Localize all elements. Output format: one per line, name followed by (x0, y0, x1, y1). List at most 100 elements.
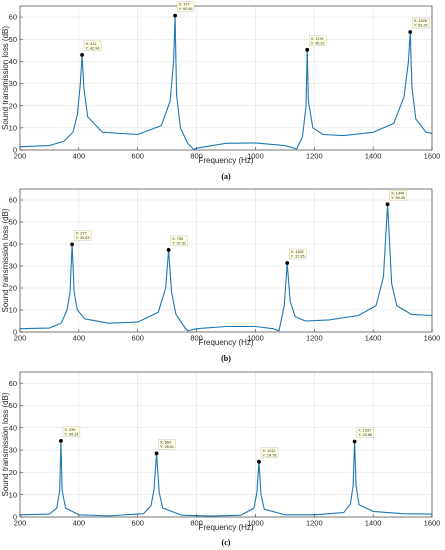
y-tick-label: 20 (9, 284, 17, 293)
y-tick-label: 50 (9, 401, 17, 410)
x-tick-label: 600 (131, 519, 144, 528)
axes-box (19, 188, 433, 333)
x-tick-label: 1400 (365, 519, 382, 528)
series-line-c (19, 440, 433, 517)
data-tip-x-text: X: 411 (86, 42, 97, 46)
chart-c: 200 400 600 800 1000 1200 1400 1600 0 10 20 30 40 50 6… (1, 371, 441, 547)
x-tick-label: 400 (73, 334, 86, 343)
data-tip-marker[interactable] (59, 438, 63, 443)
data-tip-box (73, 230, 92, 241)
x-tick-label: 1400 (365, 334, 382, 343)
x-tick-label: 200 (14, 519, 27, 528)
data-tip-x-text: X: 1108 (291, 250, 304, 254)
data-tip-box (170, 235, 188, 247)
axes-box (19, 371, 433, 518)
data-tip-box (389, 190, 407, 201)
chart-panel-b: 200 400 600 800 1000 1200 1400 1600 0 10 20 30 40 50 6… (0, 183, 445, 366)
data-tip-marker[interactable] (408, 30, 413, 34)
y-axis-label: Sound transmission loss (dB) (1, 26, 10, 130)
data-tip-box (412, 17, 430, 29)
y-tick-label: 40 (9, 240, 17, 249)
chart-panel-a: 200 400 600 800 1000 1200 1400 1600 0 10 20 30 40 50 6… (0, 0, 445, 183)
data-tip-y-text: Y: 60.66 (179, 7, 193, 11)
data-tip-marker[interactable] (285, 261, 290, 265)
series-line-b (19, 203, 433, 332)
data-tip-marker[interactable] (305, 47, 310, 52)
data-tip-box (176, 1, 195, 12)
x-tick-label: 200 (14, 152, 27, 161)
data-tip-box (260, 447, 279, 458)
y-tick-label: 40 (9, 57, 17, 66)
y-tick-label: 20 (9, 101, 17, 110)
x-axis-label: Frequency (Hz) (198, 338, 253, 347)
grid-lines (19, 6, 433, 151)
data-tip-x-text: X: 377 (76, 231, 87, 235)
x-tick-label: 1600 (424, 152, 441, 161)
data-tip-x-text: X: 705 (172, 237, 183, 241)
data-tip-marker[interactable] (173, 13, 177, 18)
data-tip-box (289, 248, 307, 260)
data-tip-y-text: Y: 39.83 (76, 236, 90, 240)
data-tip-y-text: Y: 53.25 (414, 24, 428, 28)
chart-panel-c: 200 400 600 800 1000 1200 1400 1600 0 10 20 30 40 50 6… (0, 366, 445, 550)
x-tick-label: 1600 (424, 519, 441, 528)
x-tick-label: 400 (73, 519, 86, 528)
x-tick-label: 200 (14, 334, 27, 343)
data-tip-x-text: X: 664 (160, 440, 171, 444)
data-tip-marker[interactable] (385, 202, 390, 207)
y-tick-label: 10 (9, 306, 17, 315)
x-tick-label: 600 (131, 152, 144, 161)
data-tip-y-text: Y: 45.22 (311, 41, 325, 45)
panel-caption: (c) (222, 538, 231, 547)
data-tip-marker[interactable] (80, 52, 84, 57)
x-axis-label: Frequency (Hz) (198, 156, 253, 165)
plot-area (20, 372, 432, 517)
data-tip-box (62, 426, 81, 438)
x-tick-label: 1600 (424, 334, 441, 343)
x-tick-label: 1000 (247, 334, 264, 343)
y-tick-label: 10 (9, 490, 17, 499)
chart-a: 200 400 600 800 1000 1200 1400 1600 0 10 20 30 40 50 6… (1, 1, 441, 181)
x-axis-label: Frequency (Hz) (198, 523, 253, 532)
axes-box (19, 5, 433, 151)
chart-b: 200 400 600 800 1000 1200 1400 1600 0 10 20 30 40 50 6… (1, 188, 441, 363)
x-tick-label: 400 (73, 152, 86, 161)
x-tick-label: 1400 (365, 152, 382, 161)
y-tick-label: 0 (13, 513, 17, 522)
y-tick-label: 60 (9, 379, 17, 388)
x-tick-label: 800 (190, 519, 203, 528)
plot-area (20, 6, 432, 150)
data-tip-y-text: Y: 33.86 (358, 433, 372, 437)
x-tick-label: 1200 (306, 334, 323, 343)
data-tip-y-text: Y: 37.31 (172, 241, 186, 245)
y-tick-label: 30 (9, 446, 17, 455)
data-tip-x-text: X: 1176 (311, 37, 324, 41)
data-tip-marker[interactable] (166, 248, 171, 252)
data-tip-y-text: Y: 34.14 (64, 432, 78, 436)
data-tip-x-text: X: 1526 (414, 19, 427, 23)
y-tick-label: 50 (9, 35, 17, 44)
data-tip-box (309, 35, 327, 46)
x-tick-label: 800 (190, 334, 203, 343)
x-tick-label: 1200 (306, 519, 323, 528)
data-tip-marker[interactable] (257, 459, 261, 464)
data-tip-marker[interactable] (70, 242, 74, 247)
y-tick-label: 50 (9, 218, 17, 227)
data-tip-marker[interactable] (154, 451, 159, 456)
y-tick-label: 30 (9, 262, 17, 271)
data-tip-box (158, 439, 176, 450)
y-axis-label: Sound transmission loss (dB) (1, 208, 10, 312)
data-tip-marker[interactable] (352, 439, 357, 444)
